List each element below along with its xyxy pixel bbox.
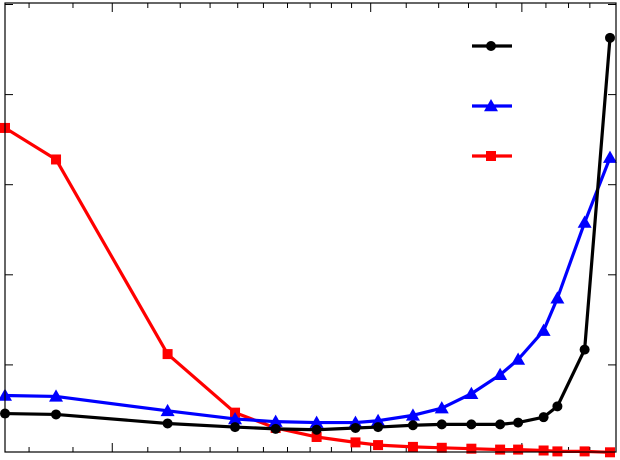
data-point-triangle: [0, 388, 12, 401]
data-point-square: [373, 440, 384, 451]
data-point-triangle: [536, 323, 551, 336]
data-point-circle: [230, 422, 241, 433]
series-square: [0, 122, 615, 458]
series-triangle: [0, 150, 617, 428]
data-point-triangle: [49, 389, 64, 402]
data-point-square: [162, 349, 173, 360]
legend-marker-triangle: [484, 99, 498, 112]
data-point-square: [513, 444, 524, 455]
plot-frame: [4, 2, 617, 453]
data-point-circle: [495, 419, 506, 430]
data-point-triangle: [493, 367, 508, 381]
data-point-circle: [373, 422, 384, 433]
legend-entry-triangle: [472, 99, 512, 112]
data-point-triangle: [434, 401, 449, 414]
data-point-circle: [350, 422, 361, 433]
data-point-triangle: [603, 150, 617, 163]
data-point-circle: [270, 423, 281, 434]
data-point-square: [495, 444, 506, 455]
legend-entry-square: [472, 151, 512, 161]
data-point-circle: [579, 344, 590, 355]
data-point-square: [436, 442, 447, 453]
data-point-triangle: [405, 408, 420, 421]
data-point-square: [552, 446, 563, 457]
data-point-triangle: [577, 215, 592, 228]
series-group: [0, 32, 617, 458]
data-point-circle: [605, 32, 615, 43]
data-point-circle: [51, 409, 62, 420]
data-point-square: [466, 443, 477, 454]
data-point-triangle: [464, 386, 479, 399]
data-point-circle: [162, 418, 173, 429]
data-point-square: [51, 154, 62, 165]
data-point-square: [350, 437, 361, 448]
legend: [472, 41, 512, 161]
data-point-triangle: [550, 291, 565, 304]
data-point-triangle: [268, 414, 283, 427]
data-point-triangle: [511, 352, 526, 365]
legend-marker-circle: [486, 41, 496, 51]
data-point-triangle: [371, 413, 386, 427]
data-point-triangle: [160, 403, 175, 417]
data-point-circle: [436, 419, 447, 430]
data-point-square: [579, 446, 590, 457]
data-point-triangle: [309, 415, 324, 428]
legend-marker-square: [486, 151, 496, 161]
data-point-square: [407, 441, 418, 452]
data-point-circle: [513, 417, 524, 428]
data-point-square: [311, 431, 322, 442]
data-point-circle: [552, 401, 563, 412]
data-point-circle: [466, 419, 477, 430]
data-point-circle: [407, 420, 418, 431]
legend-entry-circle: [472, 41, 512, 51]
data-point-square: [538, 445, 549, 456]
data-point-circle: [311, 424, 322, 435]
data-point-triangle: [228, 411, 243, 425]
data-point-circle: [538, 412, 549, 423]
series-circle: [0, 32, 615, 435]
